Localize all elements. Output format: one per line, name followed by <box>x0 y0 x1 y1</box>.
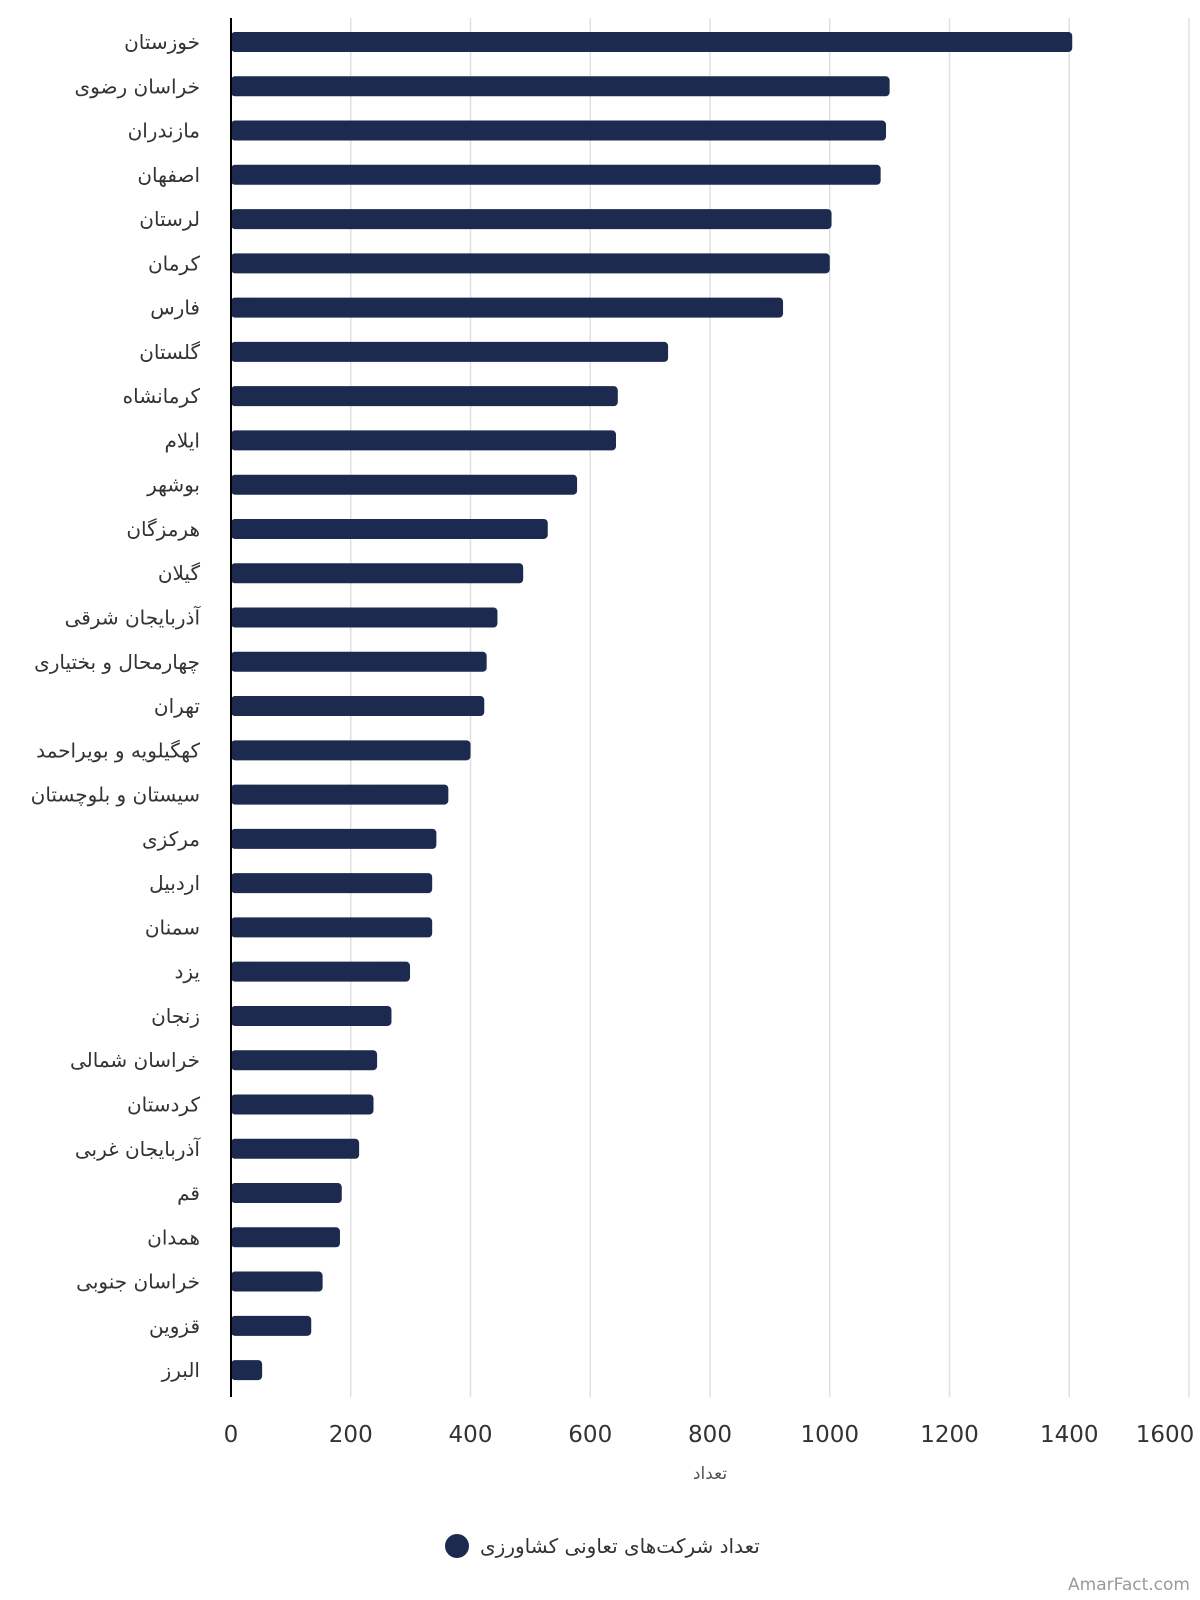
category-label: آذربایجان شرقی <box>65 605 202 630</box>
category-label: سیستان و بلوچستان <box>31 783 200 807</box>
bar[interactable] <box>231 1094 374 1115</box>
bar[interactable] <box>231 1183 342 1204</box>
category-label: یزد <box>174 960 200 984</box>
bar[interactable] <box>231 651 487 672</box>
bar[interactable] <box>231 961 411 982</box>
category-label: کردستان <box>127 1092 201 1116</box>
bar[interactable] <box>231 1005 392 1026</box>
category-label: کرمانشاه <box>123 384 201 408</box>
bar[interactable] <box>231 784 449 805</box>
bar[interactable] <box>231 76 890 97</box>
bar[interactable] <box>231 563 524 584</box>
category-label: اردبیل <box>149 871 200 895</box>
category-label: خراسان جنوبی <box>76 1270 200 1294</box>
bar[interactable] <box>231 209 832 230</box>
category-label: سمنان <box>145 915 200 939</box>
x-tick-label: 200 <box>329 1422 373 1448</box>
category-label: همدان <box>147 1225 200 1249</box>
category-label: قزوین <box>149 1314 200 1338</box>
category-label: بوشهر <box>146 473 200 497</box>
legend-marker <box>445 1534 469 1558</box>
bar[interactable] <box>231 386 618 407</box>
bar[interactable] <box>231 120 887 141</box>
bar[interactable] <box>231 32 1073 52</box>
category-label: چهارمحال و بختیاری <box>34 650 200 674</box>
bar[interactable] <box>231 1227 340 1248</box>
x-tick-label: 1600 <box>1136 1422 1195 1448</box>
bar[interactable] <box>231 1315 312 1336</box>
category-label: کرمان <box>148 251 201 275</box>
category-label: اصفهان <box>137 163 200 187</box>
legend[interactable]: تعداد شرکت‌های تعاونی کشاورزی <box>445 1534 760 1558</box>
bar[interactable] <box>231 341 669 362</box>
x-tick-label: 800 <box>688 1422 732 1448</box>
category-label: کهگیلویه و بویراحمد <box>36 738 200 762</box>
x-tick-label: 0 <box>224 1422 239 1448</box>
bar[interactable] <box>231 297 784 318</box>
bar[interactable] <box>231 696 485 717</box>
grid-lines <box>350 18 1190 1397</box>
x-tick-label: 400 <box>449 1422 493 1448</box>
bars <box>231 32 1073 1381</box>
category-label: گیلان <box>158 561 201 585</box>
bar[interactable] <box>231 164 881 185</box>
bar[interactable] <box>231 1271 323 1292</box>
x-tick-labels: 0 200 400 600 800 1000 1200 1400 1600 <box>224 1422 1195 1448</box>
bar[interactable] <box>231 1138 360 1159</box>
category-label: گلستان <box>139 340 200 364</box>
x-tick-label: 1200 <box>920 1422 979 1448</box>
x-tick-label: 1000 <box>800 1422 859 1448</box>
category-labels: خوزستان خراسان رضوی مازندران اصفهان لرستان کر… <box>31 30 202 1382</box>
category-label: خراسان شمالی <box>70 1048 200 1072</box>
category-label: ایلام <box>165 428 200 452</box>
legend-label: تعداد شرکت‌های تعاونی کشاورزی <box>480 1534 760 1558</box>
bar[interactable] <box>231 430 616 451</box>
bar[interactable] <box>231 607 498 628</box>
category-label: البرز <box>161 1358 200 1382</box>
category-label: هرمزگان <box>126 517 200 541</box>
bar[interactable] <box>231 828 437 849</box>
bar[interactable] <box>231 253 830 274</box>
bar[interactable] <box>231 1360 263 1381</box>
x-tick-label: 1400 <box>1040 1422 1099 1448</box>
category-label: قم <box>177 1181 200 1205</box>
bar[interactable] <box>231 740 471 761</box>
bar[interactable] <box>231 474 578 495</box>
category-label: خراسان رضوی <box>75 74 200 98</box>
category-label: آذربایجان غربی <box>75 1136 202 1161</box>
category-label: لرستان <box>139 207 200 231</box>
category-label: مازندران <box>128 119 200 143</box>
category-label: فارس <box>150 296 200 320</box>
category-label: تهران <box>154 694 200 718</box>
bar[interactable] <box>231 873 433 894</box>
bar[interactable] <box>231 917 433 938</box>
x-tick-label: 600 <box>568 1422 612 1448</box>
category-label: مرکزی <box>142 827 200 851</box>
category-label: زنجان <box>151 1004 200 1028</box>
category-label: خوزستان <box>124 30 200 54</box>
bar[interactable] <box>231 518 548 539</box>
credit-text[interactable]: AmarFact.com <box>1068 1575 1190 1595</box>
bar[interactable] <box>231 1050 378 1071</box>
x-axis-title: تعداد <box>693 1464 727 1484</box>
